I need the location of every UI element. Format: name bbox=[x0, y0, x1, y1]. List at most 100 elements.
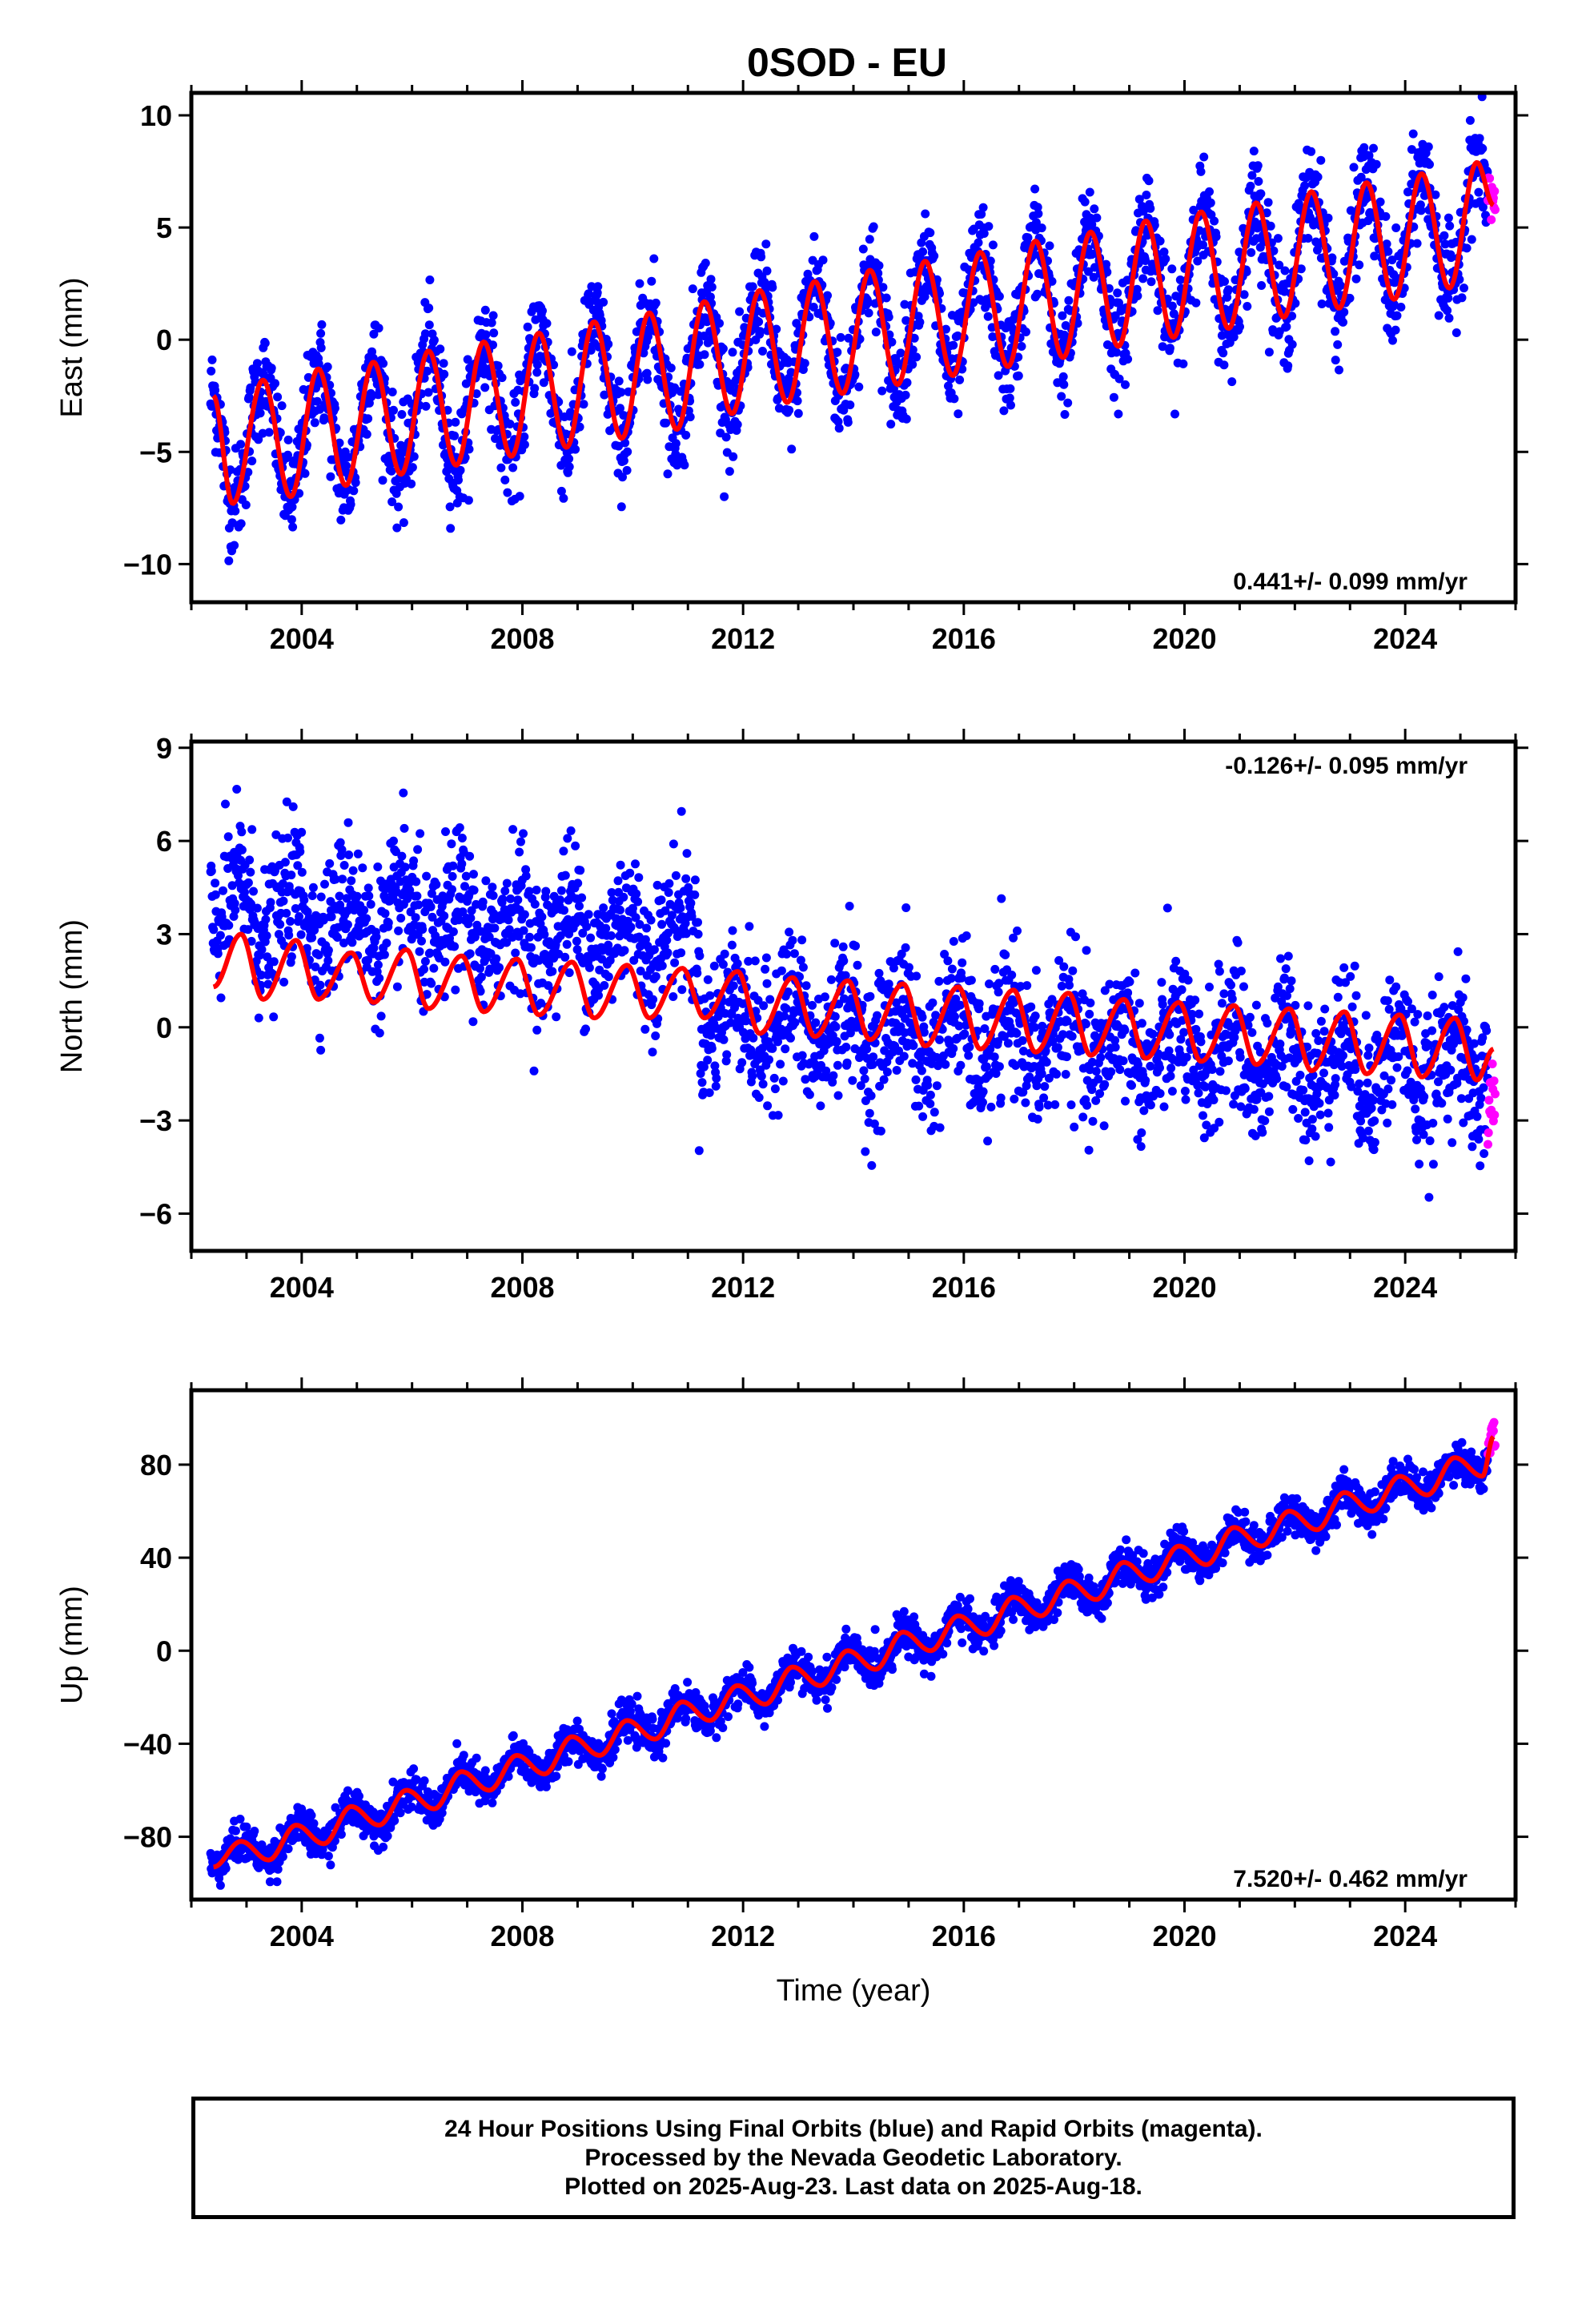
final-orbit-point bbox=[465, 851, 475, 861]
final-orbit-point bbox=[1194, 1088, 1203, 1098]
final-orbit-point bbox=[211, 890, 220, 899]
final-orbit-point bbox=[762, 979, 772, 988]
final-orbit-point bbox=[1166, 1063, 1176, 1073]
final-orbit-point bbox=[797, 935, 807, 945]
final-orbit-point bbox=[1123, 988, 1133, 998]
final-orbit-point bbox=[1125, 977, 1134, 987]
final-orbit-point bbox=[422, 990, 432, 999]
final-orbit-point bbox=[1127, 1080, 1136, 1090]
final-orbit-point bbox=[271, 379, 279, 388]
final-orbit-point bbox=[363, 414, 373, 424]
final-orbit-point bbox=[1082, 1100, 1092, 1110]
final-orbit-point bbox=[709, 961, 719, 971]
final-orbit-point bbox=[1303, 1001, 1313, 1011]
final-orbit-point bbox=[663, 948, 673, 958]
final-orbit-point bbox=[838, 942, 848, 951]
final-orbit-point bbox=[1217, 999, 1227, 1008]
final-orbit-point bbox=[1315, 1110, 1325, 1120]
final-orbit-point bbox=[537, 912, 547, 922]
final-orbit-point bbox=[1087, 1057, 1097, 1067]
final-orbit-point bbox=[1167, 1087, 1177, 1096]
final-orbit-point bbox=[1272, 1074, 1282, 1084]
final-orbit-point bbox=[476, 972, 486, 982]
final-orbit-point bbox=[540, 930, 549, 939]
final-orbit-point bbox=[476, 987, 485, 996]
final-orbit-point bbox=[853, 960, 862, 970]
final-orbit-point bbox=[783, 987, 793, 997]
final-orbit-point bbox=[670, 958, 680, 967]
final-orbit-point bbox=[586, 933, 596, 943]
final-orbit-point bbox=[981, 303, 990, 312]
final-orbit-point bbox=[816, 1101, 825, 1111]
final-orbit-point bbox=[1375, 197, 1385, 207]
final-orbit-point bbox=[977, 210, 986, 219]
final-orbit-point bbox=[1199, 152, 1209, 162]
final-orbit-point bbox=[760, 277, 769, 287]
final-orbit-point bbox=[793, 408, 803, 418]
final-orbit-point bbox=[363, 883, 373, 893]
final-orbit-point bbox=[343, 818, 353, 827]
final-orbit-point bbox=[1283, 951, 1293, 961]
final-orbit-point bbox=[1220, 277, 1229, 286]
final-orbit-point bbox=[1215, 1117, 1224, 1127]
final-orbit-point bbox=[652, 880, 662, 890]
final-orbit-point bbox=[1102, 259, 1111, 269]
final-orbit-point bbox=[620, 946, 629, 955]
final-orbit-point bbox=[741, 1016, 751, 1026]
final-orbit-point bbox=[892, 998, 901, 1007]
final-orbit-point bbox=[1462, 243, 1472, 253]
final-orbit-point bbox=[701, 259, 710, 267]
final-orbit-point bbox=[991, 1069, 1001, 1078]
final-orbit-point bbox=[865, 235, 874, 244]
final-orbit-point bbox=[721, 432, 731, 442]
final-orbit-point bbox=[495, 963, 504, 972]
final-orbit-point bbox=[753, 995, 763, 1005]
final-orbit-point bbox=[1099, 1121, 1109, 1131]
final-orbit-point bbox=[1313, 172, 1323, 182]
final-orbit-point bbox=[320, 879, 329, 889]
final-orbit-point bbox=[1423, 142, 1433, 151]
final-orbit-point bbox=[236, 519, 246, 529]
final-orbit-point bbox=[1169, 309, 1178, 319]
final-orbit-point bbox=[405, 886, 415, 895]
final-orbit-point bbox=[1316, 155, 1326, 165]
final-orbit-point bbox=[876, 1126, 885, 1136]
final-orbit-point bbox=[940, 950, 950, 959]
final-orbit-point bbox=[408, 463, 417, 472]
final-orbit-point bbox=[934, 976, 944, 986]
final-orbit-point bbox=[729, 452, 738, 461]
final-orbit-point bbox=[399, 518, 408, 528]
y-tick-label: 0 bbox=[156, 324, 172, 356]
final-orbit-point bbox=[711, 1081, 721, 1091]
final-orbit-point bbox=[566, 826, 576, 835]
final-orbit-point bbox=[1296, 264, 1306, 274]
final-orbit-point bbox=[1182, 1052, 1191, 1062]
final-orbit-point bbox=[720, 949, 729, 959]
final-orbit-point bbox=[745, 922, 754, 931]
x-tick-label: 2012 bbox=[711, 622, 775, 655]
final-orbit-point bbox=[291, 904, 300, 913]
final-orbit-point bbox=[722, 1050, 732, 1059]
final-orbit-point bbox=[469, 870, 478, 879]
final-orbit-point bbox=[428, 912, 437, 922]
final-orbit-point bbox=[1121, 1096, 1130, 1106]
final-orbit-point bbox=[616, 404, 624, 413]
final-orbit-point bbox=[955, 375, 965, 384]
final-orbit-point bbox=[1121, 380, 1130, 389]
final-orbit-point bbox=[962, 931, 971, 940]
final-orbit-point bbox=[941, 1059, 950, 1069]
final-orbit-point bbox=[560, 906, 568, 915]
final-orbit-point bbox=[1465, 115, 1475, 125]
final-orbit-point bbox=[511, 948, 520, 958]
final-orbit-point bbox=[586, 345, 596, 355]
final-orbit-point bbox=[567, 347, 576, 356]
final-orbit-point bbox=[886, 420, 896, 429]
final-orbit-point bbox=[1138, 274, 1148, 283]
final-orbit-point bbox=[800, 359, 809, 368]
final-orbit-point bbox=[642, 923, 652, 933]
final-orbit-point bbox=[695, 951, 705, 960]
final-orbit-point bbox=[1223, 285, 1233, 295]
final-orbit-point bbox=[620, 438, 630, 448]
final-orbit-point bbox=[246, 867, 255, 877]
